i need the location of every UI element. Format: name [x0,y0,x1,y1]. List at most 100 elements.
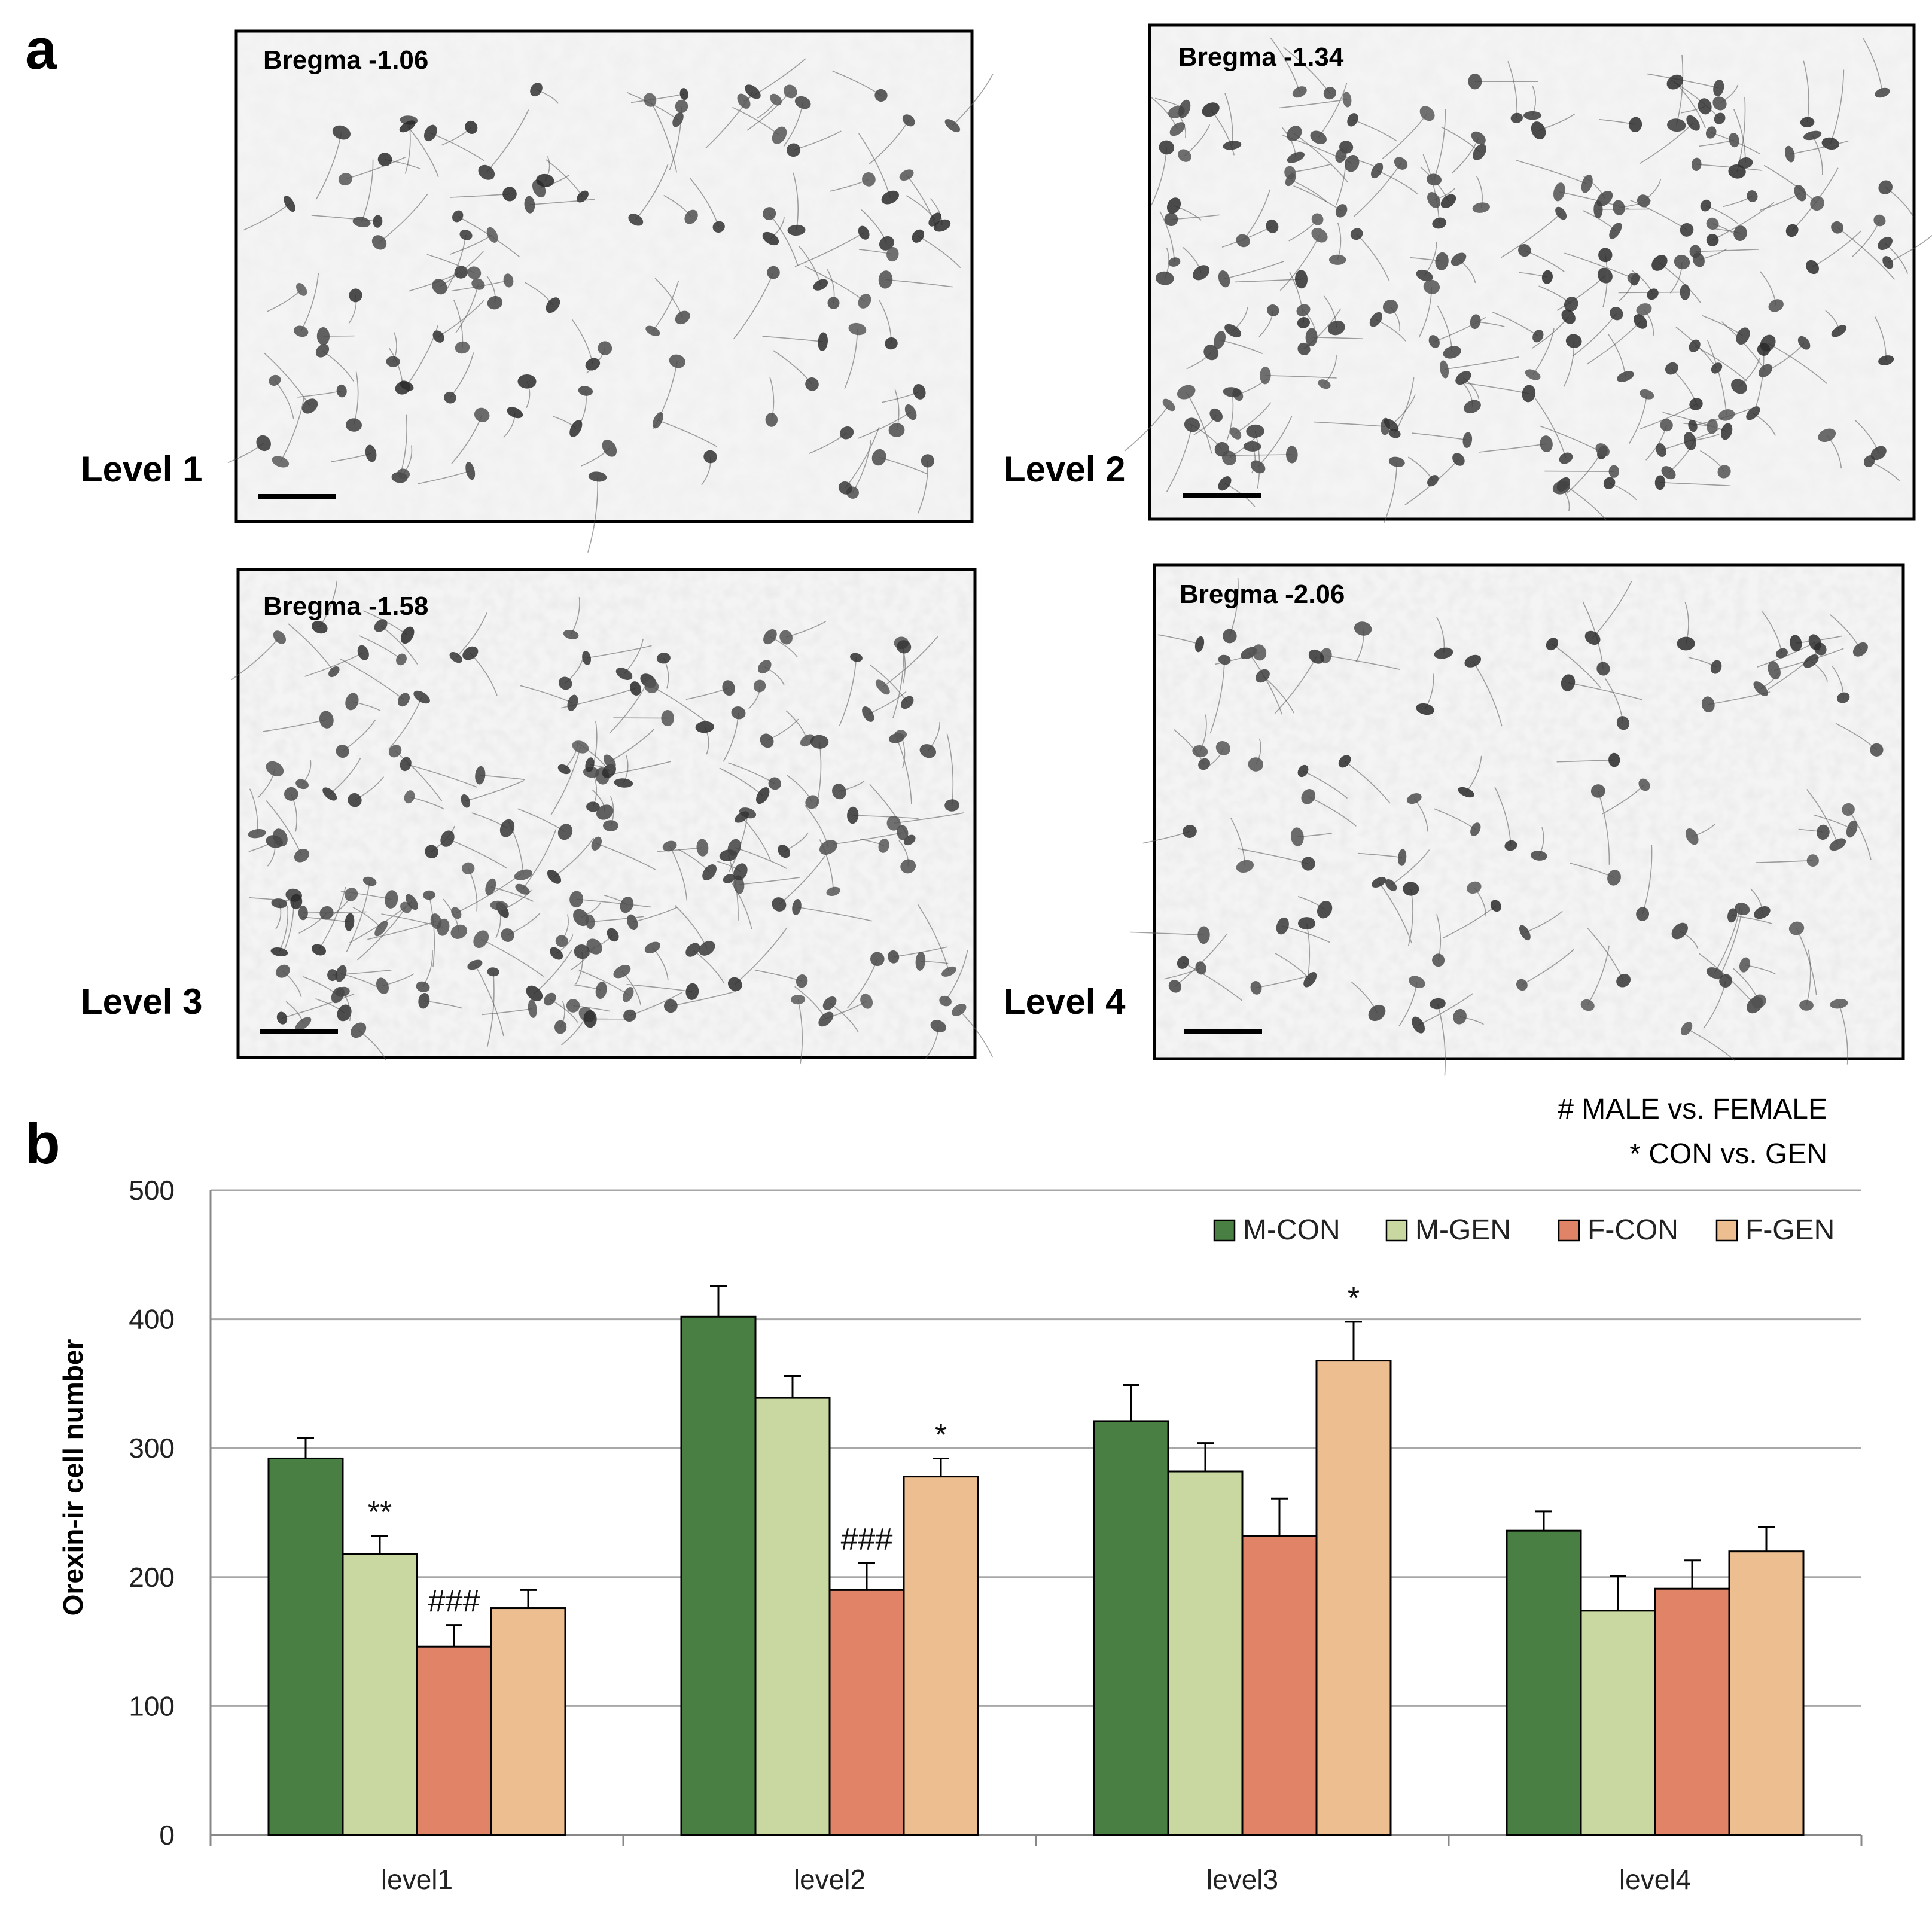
neuron-soma [1754,906,1771,919]
neuron-soma [787,143,801,157]
neuron-soma [1541,270,1553,284]
neurite [1660,482,1731,487]
neuron-soma [1287,126,1302,142]
neuron-soma [1634,314,1647,329]
neuron-soma [913,383,926,400]
neuron-soma [685,983,699,1000]
neuron-soma [623,1009,636,1022]
neuron-soma [357,645,369,660]
micrograph-level-2: Bregma -1.34 [1124,23,1932,523]
neuron-soma [1214,331,1226,349]
bregma-label: Bregma -1.58 [263,592,428,621]
neuron-soma [276,964,290,978]
neuron-soma [840,426,854,440]
bar-f-con-level1 [416,1645,492,1836]
neuron-soma [1559,452,1573,464]
level-label: Level 4 [1004,982,1126,1022]
neuron-soma [722,680,735,696]
neuron-soma [1342,92,1352,108]
neuron-soma [613,965,631,979]
neurite [867,691,907,715]
neuron-soma [878,839,889,853]
neuron-soma [1873,214,1886,227]
neuron-soma [544,992,556,1006]
neurite [1768,342,1827,384]
neuron-soma [1471,131,1486,145]
neuron-soma [645,325,660,336]
neuron-soma [1729,132,1739,148]
neuron-soma [1427,475,1439,487]
neurite [1686,1028,1736,1062]
neuron-soma [1667,118,1686,132]
neurite [1124,404,1169,452]
neuron-soma [572,740,589,754]
neuron-soma [514,869,533,880]
neuron-soma [503,273,514,288]
neuron-soma [875,679,890,695]
neuron-soma [1842,803,1855,816]
neurite [406,325,439,386]
neuron-soma [1218,270,1230,288]
neuron-soma [1435,252,1449,270]
neuron-soma [1837,692,1850,703]
neurite [833,832,903,845]
neuron-soma [1552,480,1570,495]
neuron-soma [1878,355,1894,365]
neuron-soma [1636,303,1652,316]
neurite [1183,962,1242,1001]
neuron-soma [1692,157,1702,171]
neuron-soma [1178,99,1191,118]
neuron-soma [763,629,777,645]
neuron-soma [1427,192,1441,208]
neurite [534,949,572,994]
neuron-soma [1701,696,1715,713]
neurite [1695,249,1759,252]
neuron-soma [897,825,909,841]
neuron-soma [1785,224,1799,237]
neuron-soma [1714,112,1726,124]
neurite [1235,402,1272,434]
neurite [1863,38,1883,93]
neuron-cluster [1124,38,1932,523]
neuron-soma [1598,248,1613,263]
neuron-soma [1731,379,1747,394]
neuron-soma [345,913,355,931]
neuron-soma [462,646,479,660]
y-axis-label: Orexin-ir cell number [57,1339,89,1616]
neuron-soma [628,214,644,226]
neuron-soma [1747,190,1758,202]
neurite [885,279,953,288]
neuron-soma [1522,385,1536,403]
neuron-soma [1788,921,1805,935]
neurite [741,816,772,862]
neurite [626,92,678,120]
neuron-soma [1846,820,1858,838]
neurite [1444,356,1519,370]
neuron-soma [1610,307,1623,321]
neuron-soma [614,778,633,788]
neuron-soma [727,977,742,992]
y-tick-label: 200 [129,1562,175,1593]
neuron-soma [1518,244,1531,257]
neuron-soma [588,471,607,482]
neuron-soma [1689,398,1703,410]
neuron-soma [557,764,571,775]
neuron-soma [603,820,618,831]
neuron-soma [1197,926,1210,944]
neuron-soma [758,660,772,674]
neuron-soma [1267,304,1279,316]
neuron-soma [517,374,537,389]
neurite [1806,949,1811,1005]
neurite [1559,191,1630,210]
legend-label: M-CON [1243,1214,1340,1246]
neurite [1294,133,1349,183]
neuron-soma [1403,882,1419,896]
legend-swatch [1213,1219,1236,1242]
neuron-soma [1776,648,1788,659]
neurite [669,846,688,901]
x-tick-label: level1 [381,1864,453,1895]
neurite [1552,644,1601,688]
neurite [1282,925,1330,943]
neuron-soma [1308,649,1324,664]
neuron-soma [1685,828,1699,845]
